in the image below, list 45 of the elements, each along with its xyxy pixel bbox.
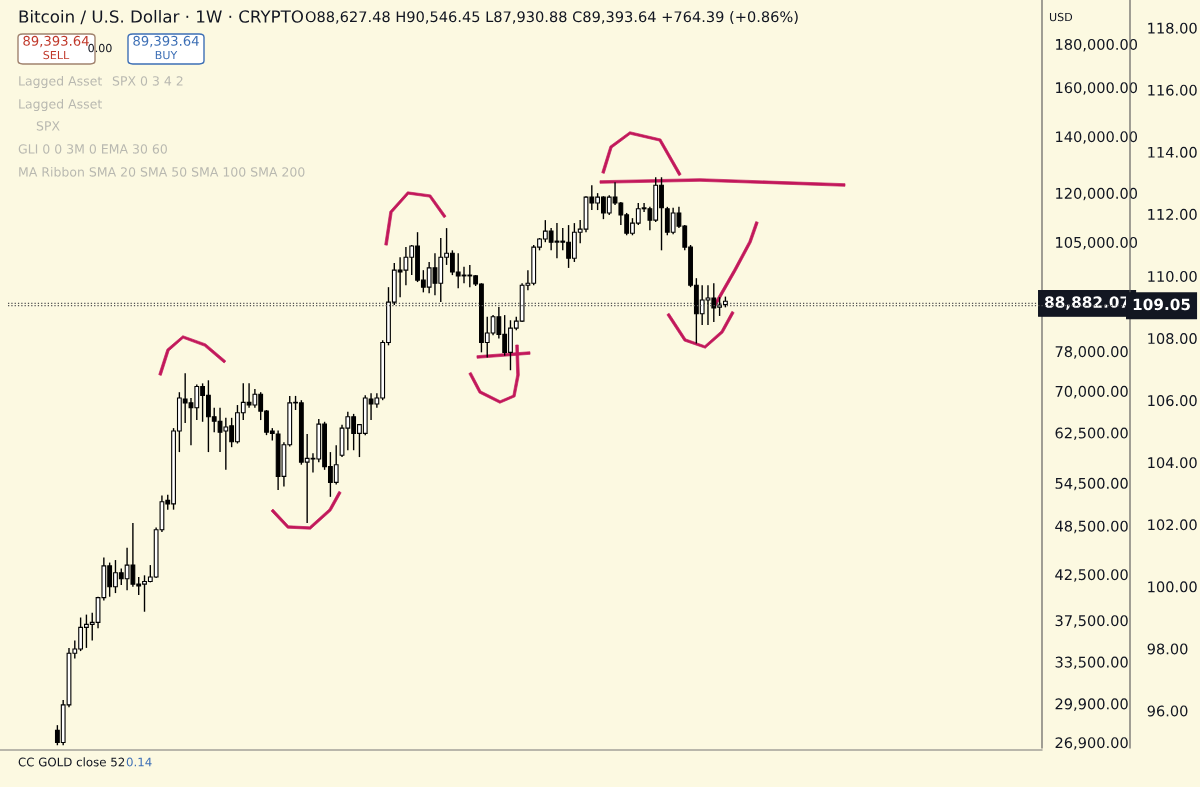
annotation: SELL — [43, 50, 70, 60]
ref-line-label: 88,882.07 — [1045, 296, 1129, 310]
y-tick-label: 70,000.00 — [1055, 385, 1128, 399]
y-tick-label: 26,900.00 — [1055, 737, 1128, 750]
y-tick-label: 37,500.00 — [1055, 615, 1128, 628]
y-tick-label: 29,900.00 — [1055, 698, 1128, 711]
y-tick-label: 48,500.00 — [1055, 520, 1128, 534]
y2-tick-label: 102.00 — [1148, 519, 1197, 531]
annotation: 89,393.64 — [133, 35, 199, 48]
y-tick-label: 33,500.00 — [1055, 656, 1128, 670]
ref-line-label: 109.05 — [1133, 298, 1190, 311]
y2-tick-label: 112.00 — [1148, 208, 1197, 220]
y2-tick-label: 110.00 — [1148, 270, 1197, 282]
annotation: SPX 0 3 4 2 — [112, 76, 183, 86]
annotation: GLI 0 0 3M 0 EMA 30 60 — [18, 144, 167, 154]
y2-tick-label: 114.00 — [1148, 146, 1197, 158]
annotation: MA Ribbon SMA 20 SMA 50 SMA 100 SMA 200 — [19, 166, 305, 177]
annotation: O88,627.48 H90,546.45 L87,930.88 C89,393.64 +764.39 (+0.86%) — [305, 10, 798, 24]
y2-tick-label: 100.00 — [1148, 581, 1197, 593]
text: USD — [1049, 12, 1073, 22]
text: CC GOLD close 52 — [18, 757, 125, 767]
y-tick-label: 180,000.00 — [1056, 38, 1138, 52]
y-tick-label: 54,500.00 — [1055, 477, 1128, 491]
y-tick-label: 140,000.00 — [1056, 131, 1138, 144]
annotation: Lagged Asset — [19, 98, 102, 112]
y-tick-label: 120,000.00 — [1056, 187, 1138, 201]
annotation: 89,393.64 — [23, 35, 89, 48]
annotation: Lagged Asset — [19, 75, 102, 89]
y-tick-label: 42,500.00 — [1055, 569, 1128, 582]
annotation: Bitcoin / U.S. Dollar · 1W · CRYPTO — [19, 9, 304, 25]
y2-tick-label: 118.00 — [1148, 22, 1197, 34]
y2-tick-label: 116.00 — [1148, 84, 1197, 96]
annotation: BUY — [155, 50, 178, 60]
y-tick-label: 105,000.00 — [1056, 236, 1138, 250]
y-tick-label: 160,000.00 — [1056, 82, 1138, 95]
y-tick-label: 62,500.00 — [1055, 427, 1128, 441]
y2-tick-label: 98.00 — [1147, 643, 1188, 655]
text: 0.14 — [126, 757, 152, 767]
y2-tick-label: 108.00 — [1148, 333, 1197, 345]
annotation: SPX — [36, 121, 60, 131]
y2-tick-label: 104.00 — [1148, 457, 1197, 469]
y2-tick-label: 106.00 — [1148, 395, 1197, 407]
annotation: 0.00 — [88, 43, 112, 53]
y-tick-label: 78,000.00 — [1055, 346, 1128, 359]
y2-tick-label: 96.00 — [1147, 705, 1188, 717]
